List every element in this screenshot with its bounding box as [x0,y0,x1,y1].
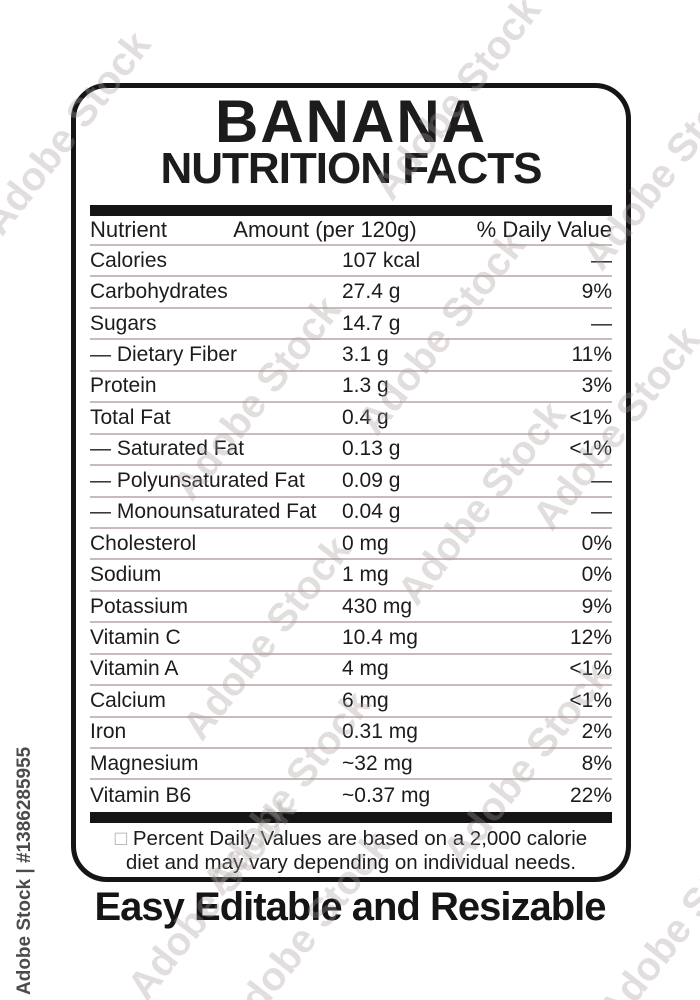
nutrient-name: Cholesterol [90,531,197,555]
nutrient-amount: 14.7 g [342,311,401,335]
nutrient-daily-value: 9% [581,280,612,304]
nutrient-amount: ~0.37 mg [342,784,431,808]
nutrient-name: Sodium [90,563,162,587]
nutrient-daily-value: <1% [569,688,612,712]
table-row: Vitamin A 4 mg <1% [90,655,612,687]
table-row: Calcium 6 mg <1% [90,686,612,718]
nutrient-daily-value: 11% [571,343,612,367]
table-row: Calories 107 kcal — [90,246,612,278]
nutrient-daily-value: 12% [569,625,612,649]
nutrient-amount: 4 mg [342,657,389,681]
nutrient-name: Magnesium [90,751,199,775]
nutrient-name: — Polyunsaturated Fat [90,468,305,492]
nutrient-daily-value: — [591,248,612,272]
tagline: Easy Editable and Resizable [94,885,607,929]
nutrient-amount: 0.13 g [342,437,401,461]
label-title: BANANA [215,88,487,155]
nutrient-daily-value: — [591,500,612,524]
table-row: Carbohydrates 27.4 g 9% [90,277,612,309]
nutrient-daily-value: 3% [581,374,612,398]
nutrient-daily-value: 9% [581,594,612,618]
nutrient-amount: 0.09 g [342,468,401,492]
nutrient-amount: 27.4 g [342,280,401,304]
table-row: — Dietary Fiber 3.1 g 11% [90,340,612,372]
footnote-line-1: □ Percent Daily Values are based on a 2,… [90,827,612,851]
nutrient-name: Vitamin A [90,657,179,681]
nutrient-daily-value: 22% [569,784,612,808]
nutrient-daily-value: 0% [581,563,612,587]
nutrient-daily-value: <1% [569,405,612,429]
nutrient-name: Potassium [90,594,189,618]
nutrient-amount: 6 mg [342,688,389,712]
footnote: □ Percent Daily Values are based on a 2,… [90,827,612,875]
nutrient-name: Vitamin C [90,625,181,649]
nutrient-name: Iron [90,720,127,744]
table-header: Nutrient Amount (per 120g) % Daily Value [90,216,612,246]
nutrient-name: Carbohydrates [90,280,228,304]
table-row: Potassium 430 mg 9% [90,592,612,624]
header-amount: Amount (per 120g) [233,217,417,242]
table-row: Iron 0.31 mg 2% [90,718,612,749]
stock-id-watermark: Adobe Stock | #1386285955 [14,746,35,995]
header-nutrient: Nutrient [90,217,168,242]
nutrient-amount: 0.04 g [342,500,401,524]
nutrient-name: Sugars [90,311,157,335]
table-row: Cholesterol 0 mg 0% [90,529,612,561]
table-row: Magnesium ~32 mg 8% [90,749,612,781]
table-row: — Polyunsaturated Fat 0.09 g — [90,466,612,498]
nutrient-daily-value: <1% [569,657,612,681]
nutrient-daily-value: <1% [569,437,612,461]
table-row: Vitamin B6 ~0.37 mg 22% [90,780,612,811]
nutrient-amount: 10.4 mg [342,625,418,649]
table-row: Sodium 1 mg 0% [90,560,612,592]
footnote-line-2: diet and may vary depending on individua… [125,850,577,874]
nutrient-name: Vitamin B6 [90,784,192,808]
nutrient-amount: 1 mg [342,563,389,587]
nutrient-name: — Saturated Fat [90,437,245,461]
nutrient-daily-value: 0% [581,531,612,555]
checkbox-glyph: □ [114,826,128,850]
nutrient-amount: 0.4 g [342,405,389,429]
table-row: — Saturated Fat 0.13 g <1% [90,435,612,467]
nutrient-amount: 3.1 g [342,343,389,367]
divider-bar-top [90,205,612,216]
nutrient-amount: 1.3 g [342,374,389,398]
label-subtitle: NUTRITION FACTS [160,144,543,193]
divider-bar-bottom [90,811,612,823]
nutrient-name: — Dietary Fiber [90,343,238,367]
nutrient-daily-value: — [591,311,612,335]
nutrient-amount: 0.31 mg [342,720,418,744]
nutrient-daily-value: 8% [581,751,612,775]
nutrition-label: BANANA NUTRITION FACTS Nutrient Amount (… [71,83,631,882]
table-row: Sugars 14.7 g — [90,309,612,341]
nutrient-name: Calories [90,248,168,272]
nutrient-name: Calcium [90,688,166,712]
nutrient-name: Protein [90,374,157,398]
nutrient-daily-value: — [591,468,612,492]
nutrient-amount: 107 kcal [342,248,421,272]
nutrient-daily-value: 2% [581,720,612,744]
nutrient-name: — Monounsaturated Fat [90,500,317,524]
nutrient-amount: 0 mg [342,531,389,555]
nutrition-table-body: Calories 107 kcal — Carbohydrates 27.4 g… [90,246,612,812]
table-row: Vitamin C 10.4 mg 12% [90,623,612,655]
nutrient-amount: ~32 mg [342,751,413,775]
table-row: Protein 1.3 g 3% [90,372,612,404]
nutrient-amount: 430 mg [342,594,413,618]
table-row: Total Fat 0.4 g <1% [90,403,612,435]
header-daily-value: % Daily Value [476,217,612,242]
footnote-text-1: Percent Daily Values are based on a 2,00… [132,826,588,850]
table-row: — Monounsaturated Fat 0.04 g — [90,498,612,529]
nutrient-name: Total Fat [90,405,171,429]
